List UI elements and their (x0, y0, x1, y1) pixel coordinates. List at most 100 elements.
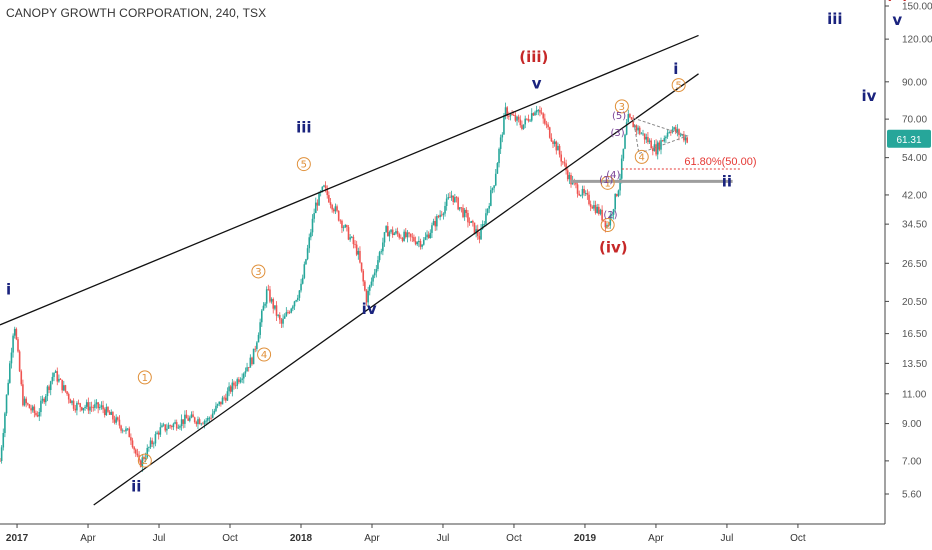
candle-body (81, 407, 83, 411)
candle-body (117, 417, 119, 420)
candle-body (472, 220, 474, 223)
candle-body (522, 124, 525, 129)
candle-body (404, 231, 407, 238)
candle-body (53, 372, 55, 377)
candle-body (534, 112, 536, 116)
candle-body (246, 367, 248, 372)
candle-body (272, 299, 275, 309)
candle-body (530, 113, 533, 121)
candle-body (586, 193, 589, 195)
candle-body (620, 158, 623, 179)
candle-body (593, 205, 595, 209)
candle-body (432, 221, 435, 226)
fib-level-label: 61.80%(50.00) (684, 156, 756, 168)
candle-body (318, 192, 320, 206)
candle-body (395, 231, 397, 234)
candle-body (468, 222, 471, 224)
wave-label: v (892, 11, 902, 29)
candle-body (256, 342, 258, 349)
candle-body (375, 268, 378, 273)
candle-body (185, 414, 188, 419)
candle-body (390, 229, 392, 233)
candle-body (262, 305, 265, 311)
last-price-badge (887, 129, 931, 148)
candle-body (79, 403, 81, 408)
wave-sublabel: 2 (142, 456, 148, 467)
candle-body (283, 316, 286, 319)
wave-label: (v) (886, 0, 910, 3)
candle-body (454, 197, 456, 203)
candle-body (509, 113, 512, 117)
candle-body (368, 285, 371, 291)
candle-body (589, 204, 592, 207)
candle-body (668, 132, 670, 134)
candle-body (439, 214, 441, 218)
candle-body (517, 116, 520, 120)
candle-body (28, 404, 31, 409)
candle-body (31, 406, 34, 411)
candle-body (611, 214, 613, 216)
candle-body (624, 134, 626, 149)
y-tick-label: 5.60 (902, 490, 922, 501)
candle-body (460, 207, 463, 209)
candle-body (224, 397, 227, 401)
candle-body (463, 209, 466, 218)
candle-body (475, 229, 477, 234)
candle-body (341, 220, 343, 228)
wave-sublabel: 5 (301, 160, 307, 171)
x-tick-label: Apr (364, 533, 380, 544)
candle-body (424, 237, 427, 240)
candle-body (239, 379, 242, 383)
x-axis[interactable]: 2017 Apr Jul Oct 2018 Apr Jul Oct 2019 Apr Jul Oct (0, 523, 885, 544)
candle-body (100, 405, 103, 408)
y-tick-label: 11.00 (902, 389, 927, 400)
candle-body (0, 447, 3, 461)
candle-body (200, 423, 203, 425)
wave-circle (296, 157, 311, 172)
candle-body (604, 220, 607, 228)
candle-body (347, 227, 350, 240)
candle-body (635, 125, 638, 131)
candle-body (352, 236, 355, 245)
candle-body (4, 413, 6, 434)
candle-body (558, 145, 561, 155)
candle-body (85, 402, 88, 407)
candle-body (444, 205, 446, 214)
candle-body (547, 124, 549, 128)
candle-body (349, 237, 351, 240)
candle-body (33, 406, 36, 413)
candle-body (46, 386, 49, 397)
candle-body (27, 403, 29, 405)
candle-body (642, 133, 644, 135)
candle-body (483, 223, 486, 225)
candle-body (493, 185, 495, 189)
candle-body (121, 430, 124, 432)
y-axis[interactable]: 150.00 120.00 90.00 70.00 54.00 42.00 34.50 26.… (884, 0, 932, 524)
candle-body (20, 371, 23, 385)
candle-body (285, 312, 288, 317)
candle-body (166, 428, 168, 431)
candle-body (293, 301, 296, 307)
candle-body (244, 371, 247, 374)
candle-body (180, 419, 183, 427)
candle-body (684, 137, 687, 141)
candle-body (434, 221, 437, 227)
candle-body (192, 414, 194, 418)
y-tick-label: 54.00 (902, 153, 927, 164)
candle-body (550, 137, 553, 142)
candle-body (113, 419, 116, 423)
candle-body (197, 419, 199, 425)
candle-body (90, 406, 93, 408)
candle-body (177, 427, 180, 429)
candle-body (581, 188, 584, 196)
candle-body (74, 408, 77, 411)
y-tick-label: 13.50 (902, 359, 927, 370)
candle-body (601, 209, 603, 221)
candle-body (301, 277, 304, 284)
candle-body (151, 440, 153, 445)
candle-body (187, 418, 189, 421)
candle-body (648, 140, 651, 143)
chart-title: CANOPY GROWTH CORPORATION, 240, TSX (6, 6, 267, 20)
candle-body (220, 401, 222, 405)
